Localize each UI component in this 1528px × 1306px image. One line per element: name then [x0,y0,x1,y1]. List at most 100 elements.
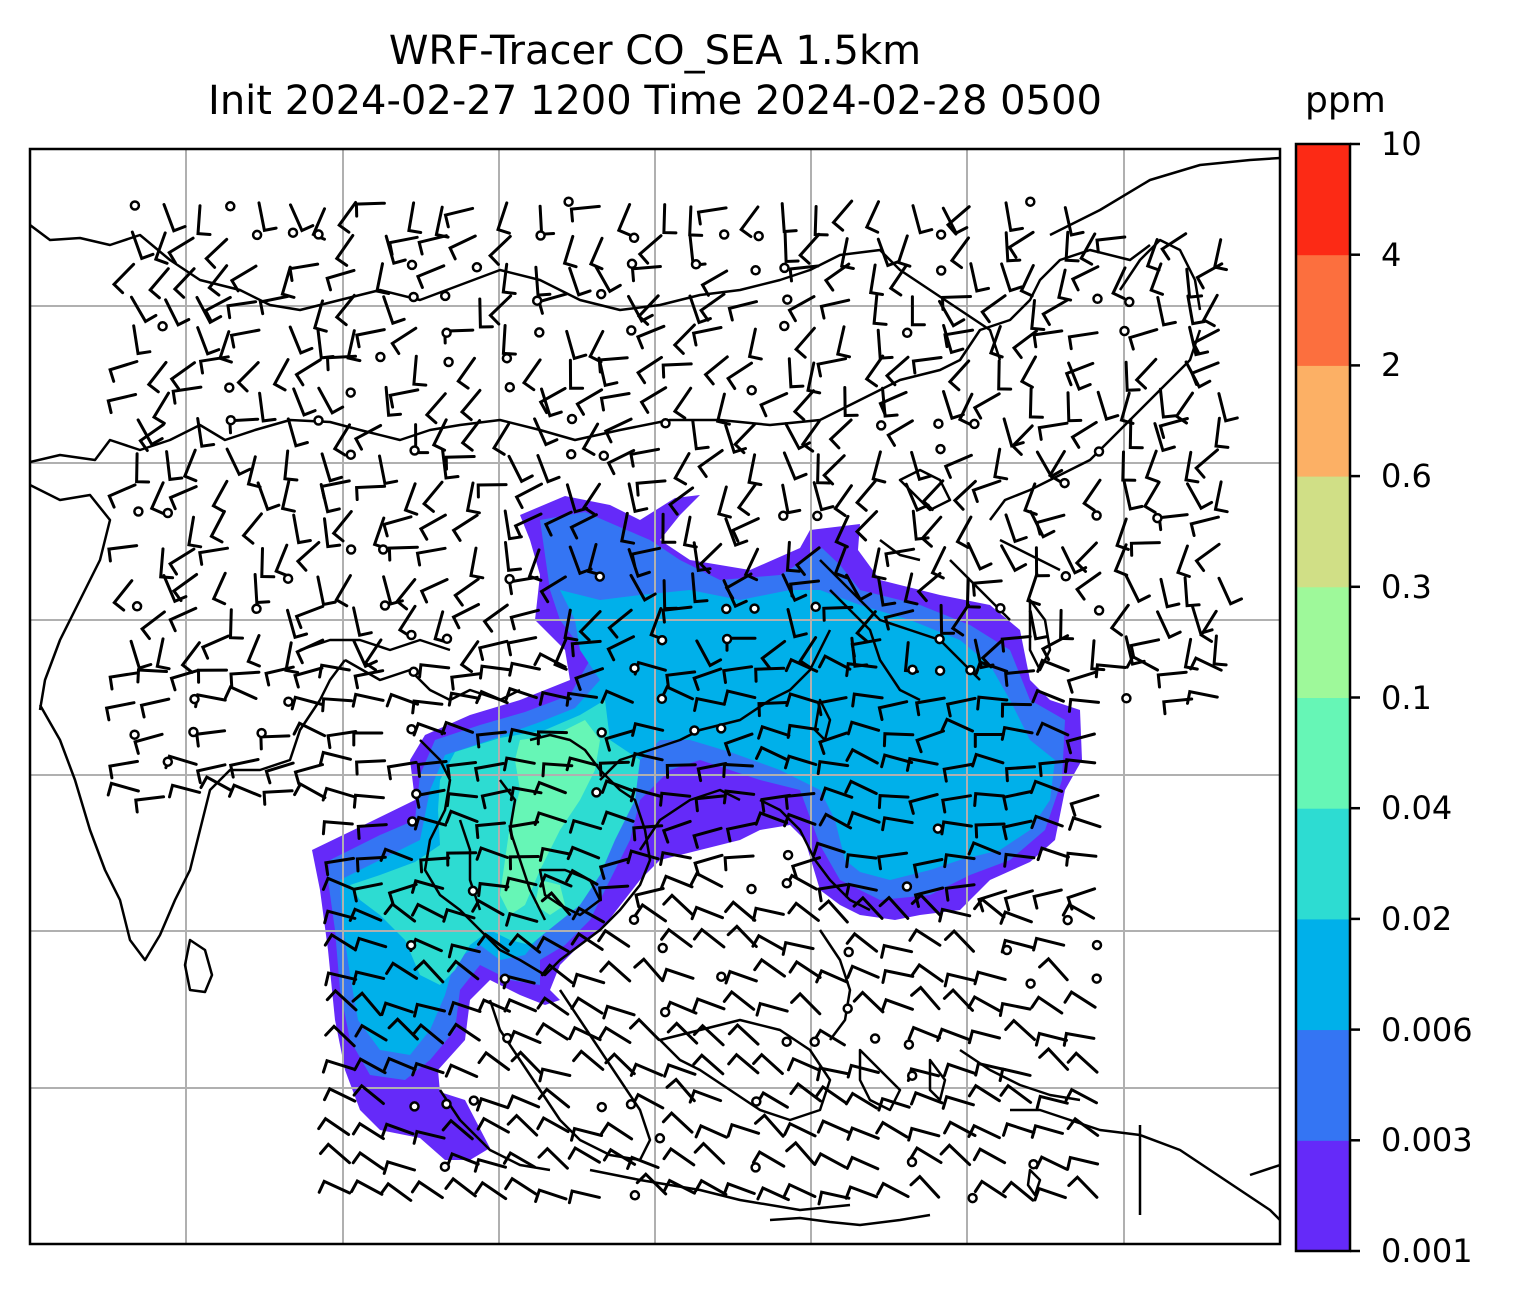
wind-barb [845,747,879,765]
wind-barb [724,517,749,548]
wind-barb [138,423,165,452]
calm-wind-marker [842,1003,853,1014]
wind-barb [1095,235,1127,254]
wind-barb [1194,542,1221,572]
wind-barb [443,206,475,229]
wind-barb [471,898,505,917]
wind-barb [260,547,276,579]
wind-barb [616,203,632,237]
wind-barb [229,670,261,688]
calm-wind-marker [408,666,419,678]
wind-barb [967,840,1002,856]
wind-barb [187,515,203,549]
wind-barb [442,907,476,923]
calm-wind-marker [782,849,794,861]
wind-barb [570,996,604,1015]
wind-barb [424,392,447,425]
wind-barb [171,385,203,405]
wind-barb [781,573,808,603]
calm-wind-marker [407,816,418,827]
wind-barb [444,1176,477,1198]
wind-barb [395,578,417,611]
calm-wind-marker [531,295,543,306]
calm-wind-marker [935,265,947,276]
calm-wind-marker [411,788,422,800]
calm-wind-marker [157,321,168,332]
wind-barb [199,774,233,792]
wind-barb [419,856,451,874]
wind-barb [536,996,570,1016]
wind-barb [854,510,879,542]
wind-barb [352,793,385,809]
wind-barb [289,203,315,233]
calm-wind-marker [935,443,946,455]
wind-barb [571,906,605,924]
wind-barb [789,579,820,598]
wind-barb [845,931,879,953]
wind-barb [477,639,509,661]
wind-barb [106,781,140,797]
wind-barb [973,791,1006,807]
wind-barb [1064,758,1097,774]
wind-barb [1074,541,1098,573]
colorbar [1294,142,1360,1253]
wind-barb [855,610,877,643]
wind-barb [477,881,510,898]
wind-barb [696,762,728,783]
wind-barb [752,1052,784,1075]
wind-barb [666,1021,699,1045]
wind-barb [722,665,754,684]
wind-barb [280,479,296,513]
wind-barb [1068,816,1102,831]
wind-barb [536,1115,570,1134]
wind-barb [921,479,945,512]
wind-barb [634,902,667,923]
wind-barb [565,483,589,514]
wind-barb [196,204,212,236]
wind-barb [988,325,1004,359]
wind-barb [257,201,278,233]
wind-barb [661,967,695,983]
wind-barb [450,672,482,691]
wind-barb [316,575,337,607]
wind-barb [877,1096,911,1112]
wind-barb [633,957,664,982]
wind-barb [759,392,789,418]
wind-barb [945,696,977,718]
wind-barb [700,269,729,297]
wind-barb [283,449,299,482]
wind-barb [783,1121,817,1138]
wind-barb [846,964,880,979]
wind-barb [293,763,324,786]
wind-barb [228,608,244,640]
wind-barb [353,669,385,690]
calm-wind-marker [408,291,419,303]
wind-barb [904,482,930,512]
wind-barb [280,265,296,299]
wind-barb [598,1025,632,1044]
wind-barb [1004,231,1022,263]
calm-wind-marker [283,696,294,707]
wind-barb [451,603,480,630]
wind-barb [488,294,513,326]
wind-barb [973,897,1006,919]
wind-barb [475,730,507,749]
wind-barb [534,265,552,297]
wind-barb [973,1179,1007,1199]
wind-barb [972,1147,1007,1165]
wind-barb [1079,232,1097,266]
wind-barb [508,727,541,743]
wind-barb [321,1058,356,1074]
wind-barb [967,994,1001,1013]
wind-barb [149,481,165,515]
wind-barb [724,900,757,922]
wind-barb [246,455,262,489]
wind-barb [1195,262,1224,290]
wind-barb [482,603,509,633]
wind-barb [659,791,692,807]
wind-barb [348,907,383,922]
wind-barb [562,234,578,269]
calm-wind-marker [313,415,324,426]
wind-barb [412,1129,446,1145]
wind-barb [630,265,662,283]
